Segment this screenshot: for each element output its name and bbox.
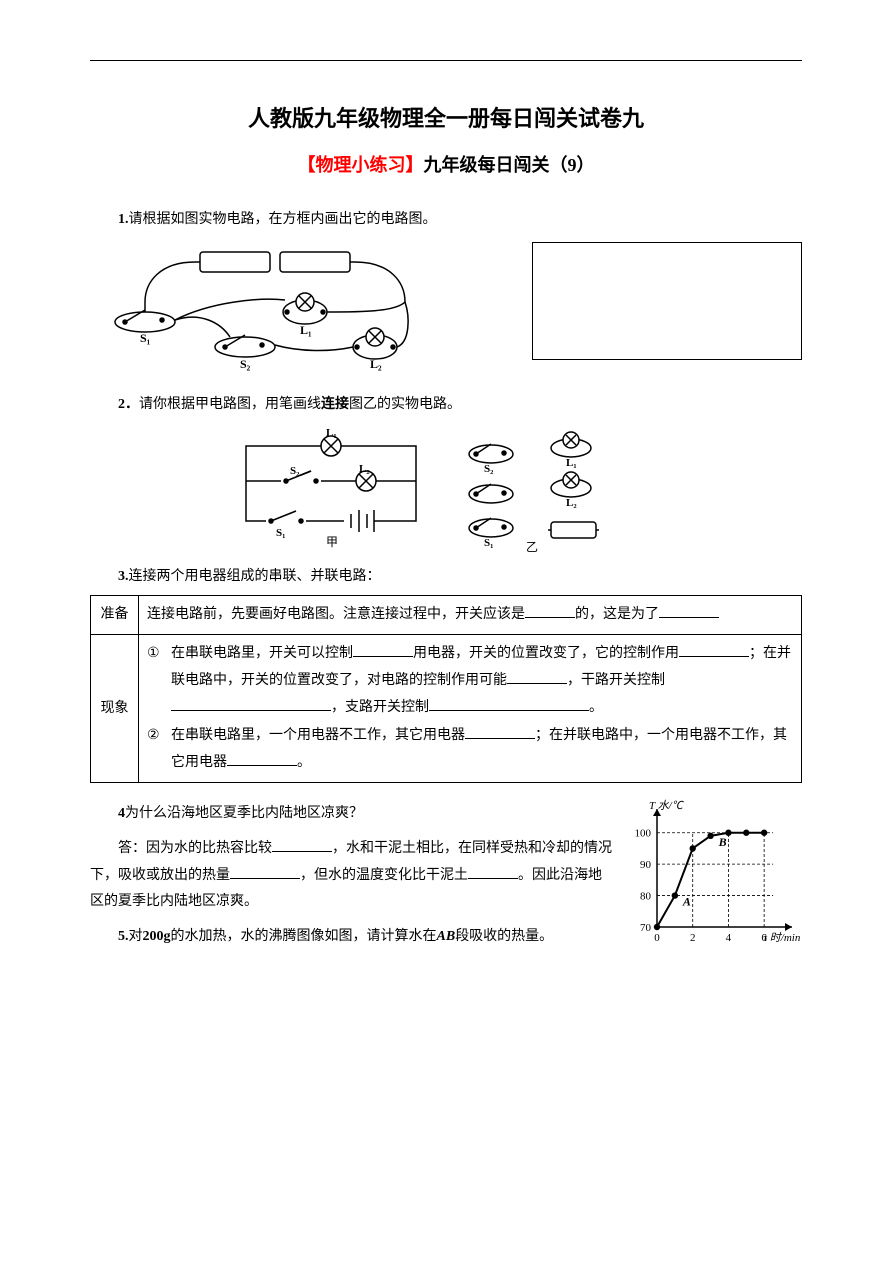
blank [659,604,719,618]
blank [525,604,575,618]
svg-text:t 时/min: t 时/min [764,931,801,944]
blank [507,670,567,684]
q4-num: 4 [118,806,125,821]
title-sub-red: 【物理小练习】 [298,155,424,175]
svg-text:2: 2 [690,932,696,944]
table-row: 准备 连接电路前，先要画好电路图。注意连接过程中，开关应该是的，这是为了 [91,595,802,635]
q3-row1-content: 连接电路前，先要画好电路图。注意连接过程中，开关应该是的，这是为了 [139,595,802,635]
q1-num: 1. [118,212,129,227]
s1-switch-icon [115,310,175,332]
blank [272,838,332,852]
svg-text:L₁: L₁ [326,427,337,439]
svg-text:90: 90 [640,859,652,871]
q4-q5-text: 4为什么沿海地区夏季比内陆地区凉爽？ 答：因为水的比热容比较，水和干泥土相比，在… [90,797,612,958]
q2-figures: L₁ S₂ L₂ S₁ [90,426,802,556]
q3-table: 准备 连接电路前，先要画好电路图。注意连接过程中，开关应该是的，这是为了 现象 … [90,595,802,784]
table-row: 现象 ① 在串联电路里，开关可以控制用电器，开关的位置改变了，它的控制作用；在并… [91,635,802,783]
svg-text:80: 80 [640,891,652,903]
q4-q5-block: 4为什么沿海地区夏季比内陆地区凉爽？ 答：因为水的比热容比较，水和干泥土相比，在… [90,797,802,958]
s2-switch-icon [215,335,275,357]
svg-text:甲: 甲 [326,535,338,549]
q3-row2-label: 现象 [91,635,139,783]
blank [227,752,297,766]
svg-text:T 水/℃: T 水/℃ [649,799,685,812]
boiling-graph-icon: 7080901000246T 水/℃t 时/minAB [622,797,802,952]
q2-text1: 请你根据甲电路图，用笔画线 [139,397,321,412]
title-sub: 【物理小练习】九年级每日闯关（9） [90,151,802,177]
svg-text:乙: 乙 [526,540,538,554]
svg-text:S₂: S₂ [240,357,251,371]
svg-text:S₁: S₁ [140,331,151,345]
top-rule [90,60,802,61]
svg-text:L₂: L₂ [359,463,370,475]
q1: 1.请根据如图实物电路，在方框内画出它的电路图。 [90,207,802,234]
q2-text2: 图乙的实物电路。 [349,397,461,412]
svg-text:S₂: S₂ [290,465,300,477]
q3-text: 连接两个用电器组成的串联、并联电路： [129,569,381,584]
q2: 2．请你根据甲电路图，用笔画线连接图乙的实物电路。 [90,392,802,419]
svg-text:0: 0 [654,932,660,944]
svg-text:70: 70 [640,922,652,934]
q3-row2-content: ① 在串联电路里，开关可以控制用电器，开关的位置改变了，它的控制作用；在并联电路… [139,635,802,783]
blank [171,697,331,711]
blank [230,865,300,879]
q3-num: 3. [118,569,129,584]
title-sub-black: 九年级每日闯关（9） [424,155,595,175]
q3-row1-label: 准备 [91,595,139,635]
q2-circuit-icon: L₁ S₂ L₂ S₁ [226,426,666,556]
q4-answer: 答：因为水的比热容比较，水和干泥土相比，在同样受热和冷却的情况下，吸收或放出的热… [90,836,612,916]
svg-text:L₂: L₂ [370,357,382,371]
q2-num: 2． [118,397,139,412]
q5-num: 5. [118,929,129,944]
svg-text:L₁: L₁ [566,457,577,469]
q4-lead: 4为什么沿海地区夏季比内陆地区凉爽？ [90,801,612,828]
l2-lamp-icon [353,328,397,359]
blank [429,697,589,711]
svg-text:L₁: L₁ [300,323,312,337]
blank [353,643,413,657]
q2-bold: 连接 [321,397,349,412]
svg-text:4: 4 [726,932,732,944]
page: 人教版九年级物理全一册每日闯关试卷九 【物理小练习】九年级每日闯关（9） 1.请… [0,0,892,1038]
q1-text: 请根据如图实物电路，在方框内画出它的电路图。 [129,212,437,227]
q3: 3.连接两个用电器组成的串联、并联电路： [90,564,802,591]
l1-lamp-icon [283,293,327,324]
blank [465,725,535,739]
svg-text:L₂: L₂ [566,497,577,509]
blank [679,643,749,657]
q1-figures: S₁ S₂ L₁ [90,242,802,372]
svg-text:S₁: S₁ [276,527,285,539]
svg-text:S₂: S₂ [484,463,494,475]
svg-text:B: B [718,835,727,849]
svg-text:A: A [682,895,691,909]
q5: 5.对200g的水加热，水的沸腾图像如图，请计算水在AB段吸收的热量。 [90,924,612,951]
title-main: 人教版九年级物理全一册每日闯关试卷九 [90,101,802,133]
svg-text:100: 100 [635,828,652,840]
q1-answer-box [532,242,802,360]
svg-text:S₁: S₁ [484,537,493,549]
blank [468,865,518,879]
q1-circuit-icon: S₁ S₂ L₁ [90,242,430,372]
